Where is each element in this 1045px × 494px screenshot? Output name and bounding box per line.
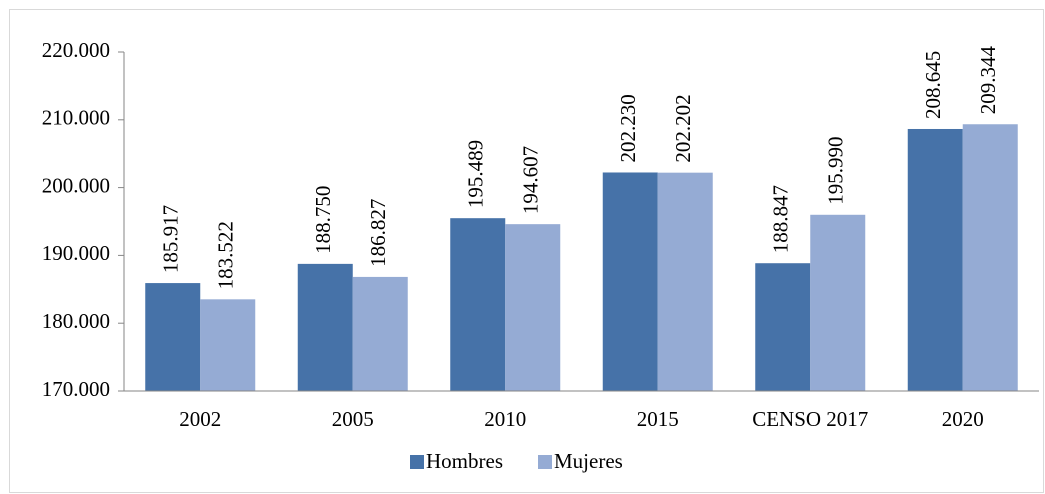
legend-label: Mujeres xyxy=(554,449,623,473)
value-label: 195.990 xyxy=(824,137,848,205)
x-tick-label: 2005 xyxy=(332,407,374,431)
bar xyxy=(297,263,353,391)
x-tick-label: 2010 xyxy=(484,407,526,431)
value-label: 183.522 xyxy=(214,221,238,289)
legend-swatch xyxy=(410,455,424,469)
value-label: 195.489 xyxy=(464,140,488,208)
value-label: 186.827 xyxy=(366,199,390,267)
bar xyxy=(200,299,256,391)
value-label: 185.917 xyxy=(159,205,183,273)
bar xyxy=(810,214,866,391)
bar xyxy=(505,224,561,391)
value-label: 208.645 xyxy=(921,51,945,119)
bar xyxy=(907,128,963,392)
value-label: 202.202 xyxy=(671,94,695,162)
x-tick-label: CENSO 2017 xyxy=(752,407,868,431)
y-tick-label: 210.000 xyxy=(42,106,110,130)
value-label: 194.607 xyxy=(519,146,543,214)
y-tick-label: 190.000 xyxy=(42,241,110,265)
value-label: 209.344 xyxy=(976,45,1000,114)
x-tick-label: 2015 xyxy=(637,407,679,431)
x-tick-label: 2002 xyxy=(179,407,221,431)
bar xyxy=(755,263,811,391)
bar xyxy=(962,124,1018,391)
x-tick-label: 2020 xyxy=(942,407,984,431)
bar xyxy=(145,283,201,391)
y-tick-label: 180.000 xyxy=(42,309,110,333)
y-tick-label: 200.000 xyxy=(42,173,110,197)
legend-swatch xyxy=(538,455,552,469)
bar xyxy=(602,172,658,391)
y-tick-label: 170.000 xyxy=(42,377,110,401)
bar xyxy=(657,172,713,391)
bar xyxy=(352,276,408,391)
value-label: 188.750 xyxy=(311,186,335,254)
value-label: 202.230 xyxy=(616,94,640,162)
value-label: 188.847 xyxy=(769,185,793,253)
legend-label: Hombres xyxy=(426,449,503,473)
y-tick-label: 220.000 xyxy=(42,38,110,62)
bar xyxy=(450,218,506,391)
